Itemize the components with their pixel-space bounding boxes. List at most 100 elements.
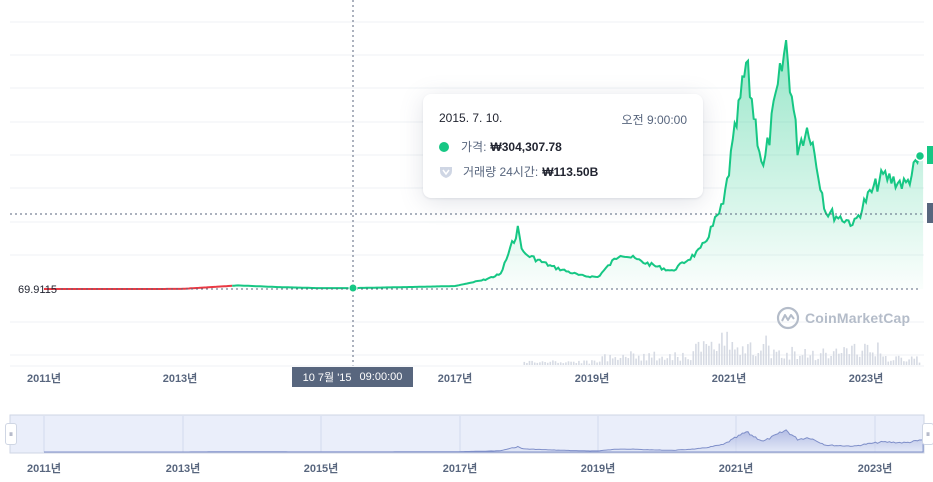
volume-bar	[897, 355, 900, 365]
navigator-left-handle[interactable]: ⏸	[5, 423, 17, 445]
latest-point	[914, 150, 926, 162]
x-axis-ticks: 2011년 2013년 2017년 2019년 2021년 2023년	[27, 371, 883, 385]
navigator-tick-label: 2019년	[581, 461, 616, 475]
volume-bar	[676, 357, 679, 365]
volume-bar	[695, 343, 697, 365]
volume-bar	[705, 344, 708, 365]
volume-bar	[585, 360, 588, 365]
tooltip-price-key: 가격:	[461, 140, 487, 154]
volume-bar	[726, 331, 728, 365]
crosshair-price-marker	[927, 203, 933, 223]
navigator-area	[44, 429, 924, 453]
volume-bar	[864, 343, 866, 365]
volume-bar	[632, 353, 635, 365]
hover-point	[348, 283, 358, 293]
volume-bar	[760, 350, 762, 365]
volume-bar	[892, 360, 895, 365]
volume-bar	[546, 362, 549, 365]
volume-bar	[773, 349, 775, 365]
volume-bar	[754, 356, 757, 365]
volume-bar	[783, 358, 786, 365]
volume-bar	[843, 347, 845, 365]
navigator-tick-label: 2023년	[858, 461, 893, 475]
volume-bar	[819, 353, 822, 365]
volume-bar	[882, 356, 884, 365]
crosshair-date: 10 7월 '15	[302, 372, 352, 384]
volume-bar	[578, 360, 580, 365]
volume-bar	[630, 351, 632, 365]
volume-bar	[533, 362, 536, 365]
navigator[interactable]	[9, 414, 925, 454]
navigator-tick-label: 2017년	[443, 461, 478, 475]
volume-bar	[596, 362, 598, 365]
volume-bar	[736, 347, 739, 365]
volume-bar	[666, 358, 669, 365]
volume-bar	[611, 358, 614, 365]
volume-bar	[588, 363, 591, 365]
volume-bar	[565, 362, 567, 365]
volume-bar	[752, 355, 754, 365]
volume-bar	[601, 356, 604, 365]
x-tick-label: 2019년	[575, 371, 610, 385]
volume-bars	[523, 331, 921, 365]
volume-bar	[539, 362, 541, 365]
volume-bar	[861, 350, 864, 365]
volume-bar	[775, 351, 778, 365]
volume-bar	[809, 355, 812, 365]
volume-bar	[718, 343, 721, 365]
volume-bar	[684, 357, 687, 365]
volume-bar	[624, 356, 627, 365]
volume-bar	[650, 357, 653, 365]
volume-bar	[619, 358, 622, 365]
price-line	[232, 39, 924, 290]
crosshair-time: 09:00:00	[359, 371, 403, 383]
volume-bar	[830, 356, 832, 365]
volume-bar	[765, 335, 767, 365]
volume-bar	[562, 363, 565, 365]
volume-bar	[812, 350, 814, 365]
volume-bar	[674, 352, 676, 365]
navigator-tick-label: 2013년	[166, 461, 201, 475]
navigator-right-handle[interactable]: ⏸	[922, 423, 933, 445]
volume-bar	[637, 355, 640, 365]
volume-bar	[770, 358, 773, 365]
volume-bar	[791, 346, 793, 365]
volume-bar	[580, 363, 583, 365]
volume-bar	[656, 360, 658, 365]
price-dot-icon	[439, 141, 449, 152]
volume-bar	[682, 352, 684, 365]
reference-value-label: 69.9115	[18, 284, 57, 296]
watermark: CoinMarketCap	[776, 306, 910, 330]
volume-bar	[817, 358, 819, 365]
volume-bar	[658, 358, 661, 365]
volume-bar	[832, 351, 835, 365]
volume-bar	[640, 360, 643, 365]
volume-bar	[801, 355, 804, 365]
volume-bar	[871, 352, 874, 365]
volume-bar	[778, 350, 780, 365]
x-tick-label: 2021년	[712, 371, 747, 385]
volume-bar	[884, 356, 887, 365]
volume-bar	[570, 361, 572, 365]
tooltip-volume-value: ₩113.50B	[542, 164, 599, 179]
volume-bar	[567, 361, 570, 365]
volume-bar	[536, 362, 539, 365]
volume-bar	[848, 354, 851, 365]
volume-bar	[627, 358, 630, 365]
volume-bar	[721, 332, 723, 365]
volume-bar	[697, 341, 700, 365]
volume-bar	[723, 345, 726, 365]
volume-bar	[749, 342, 752, 365]
volume-bar	[648, 353, 650, 365]
volume-bar	[614, 357, 617, 365]
volume-bar	[663, 359, 666, 365]
volume-bar	[583, 360, 585, 365]
tooltip-volume-row: 거래량 24시간: ₩113.50B	[439, 163, 598, 180]
volume-bar	[788, 359, 791, 365]
tooltip-volume-key: 거래량 24시간:	[463, 165, 539, 179]
volume-bar	[793, 351, 796, 365]
volume-bar	[643, 353, 645, 365]
volume-bar	[916, 356, 918, 365]
